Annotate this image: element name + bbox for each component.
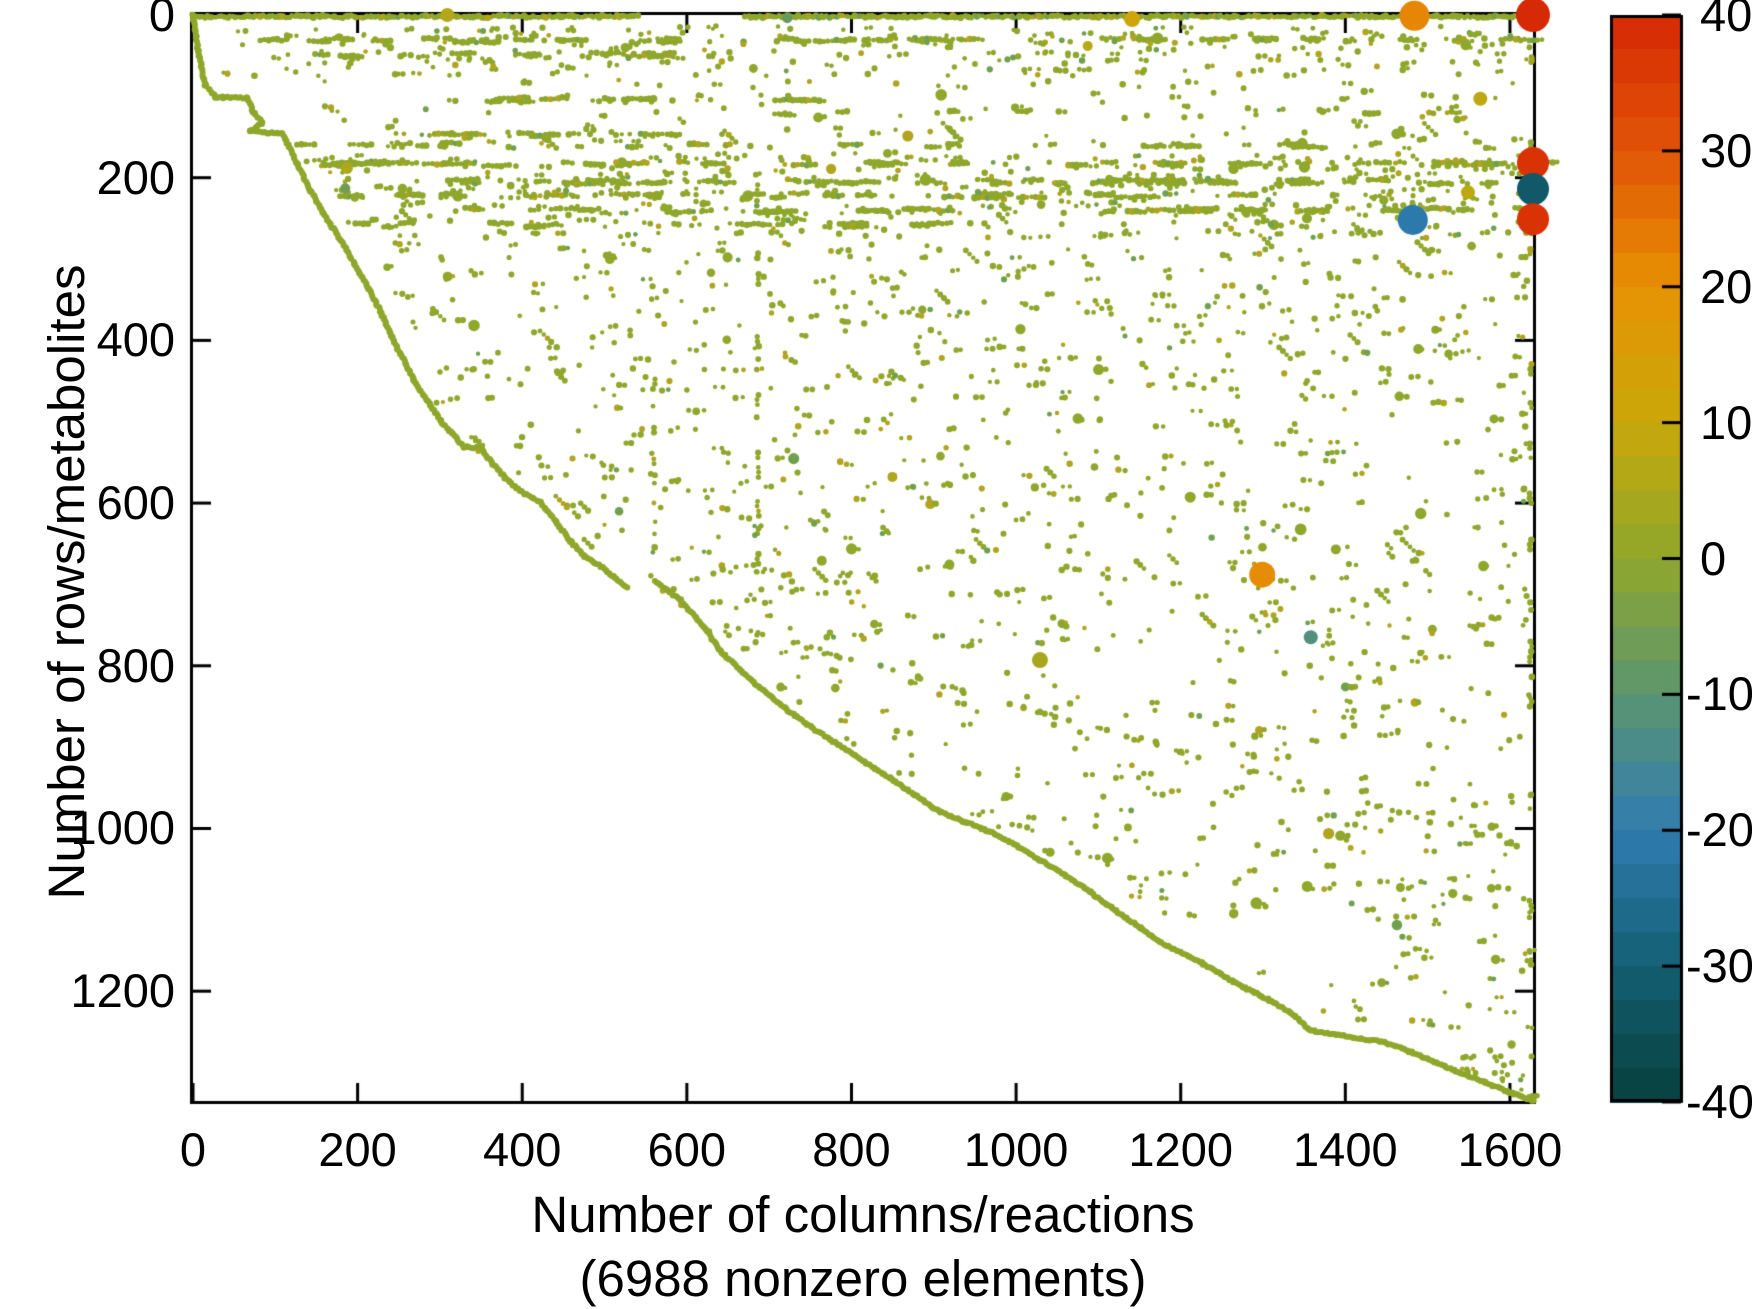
colorbar-tick-label: 30: [1700, 123, 1753, 177]
y-tick-label: 400: [96, 313, 175, 367]
y-tick-label: 600: [96, 476, 175, 530]
x-tick-label: 200: [318, 1123, 397, 1176]
x-tick-label: 600: [647, 1123, 727, 1176]
colorbar-tick-label: -20: [1686, 803, 1754, 857]
x-tick-label: 1600: [1457, 1123, 1563, 1176]
colorbar-tick-label: -30: [1686, 939, 1754, 993]
x-axis-label-subtitle: (6988 nonzero elements): [579, 1250, 1147, 1307]
x-tick-label: 400: [483, 1123, 562, 1176]
colorbar-tick-label: 40: [1700, 0, 1753, 41]
x-tick-label: 1200: [1128, 1123, 1233, 1176]
colorbar-tick-label: 0: [1700, 531, 1727, 585]
colorbar-tick-label: -40: [1686, 1075, 1754, 1128]
colorbar-tick-label: -10: [1686, 667, 1754, 721]
x-tick-label: 0: [179, 1123, 207, 1176]
x-tick-label: 1400: [1293, 1123, 1398, 1176]
x-tick-label: 1000: [963, 1123, 1069, 1176]
colorbar-tick-label: 20: [1700, 259, 1753, 313]
x-tick-label: 800: [812, 1123, 891, 1176]
y-tick-label: 0: [148, 0, 175, 41]
y-tick-label: 800: [96, 638, 175, 692]
y-tick-label: 1200: [70, 964, 175, 1018]
y-tick-label: 1000: [70, 801, 175, 855]
y-tick-label: 200: [96, 150, 175, 204]
x-axis-label: Number of columns/reactions: [531, 1186, 1195, 1243]
colorbar-tick-label: 10: [1700, 395, 1753, 449]
